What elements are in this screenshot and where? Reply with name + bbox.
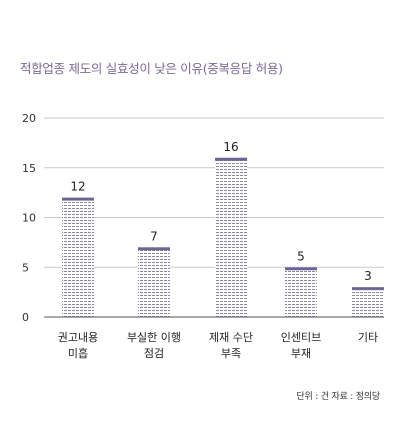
y-tick-label: 10 [22, 212, 36, 225]
bar [62, 197, 94, 317]
x-tick-label: 권고내용 미흡 [58, 331, 98, 360]
data-label: 16 [223, 140, 238, 154]
bar-body [352, 287, 384, 317]
data-label: 3 [364, 269, 372, 283]
bar-cap [285, 267, 317, 271]
bar-body [62, 197, 94, 317]
data-label: 12 [70, 180, 85, 194]
x-tick-label: 기타 [358, 331, 378, 344]
x-tick-label: 인센티브 부재 [281, 331, 321, 360]
bar [138, 247, 170, 317]
y-tick-label: 20 [22, 112, 36, 125]
bar [352, 287, 384, 317]
source-note: 단위 : 건 자료 : 정의당 [296, 392, 380, 402]
y-tick-label: 5 [22, 261, 29, 274]
bar [285, 267, 317, 317]
bar-cap [215, 157, 247, 161]
bar-body [285, 267, 317, 317]
bar-body [138, 247, 170, 317]
bar-cap [62, 197, 94, 201]
data-label: 5 [297, 249, 305, 263]
chart-title: 적합업종 제도의 실효성이 낮은 이유(중복응답 허용) [20, 61, 283, 76]
bar [215, 157, 247, 317]
bar-cap [352, 287, 384, 291]
y-tick-label: 15 [22, 162, 36, 175]
data-label: 7 [150, 229, 158, 243]
x-tick-label: 부실한 이행 점검 [127, 331, 181, 360]
bar-cap [138, 247, 170, 251]
x-tick-label: 제재 수단 부족 [209, 331, 253, 360]
y-tick-label: 0 [22, 311, 29, 324]
bar-body [215, 157, 247, 317]
